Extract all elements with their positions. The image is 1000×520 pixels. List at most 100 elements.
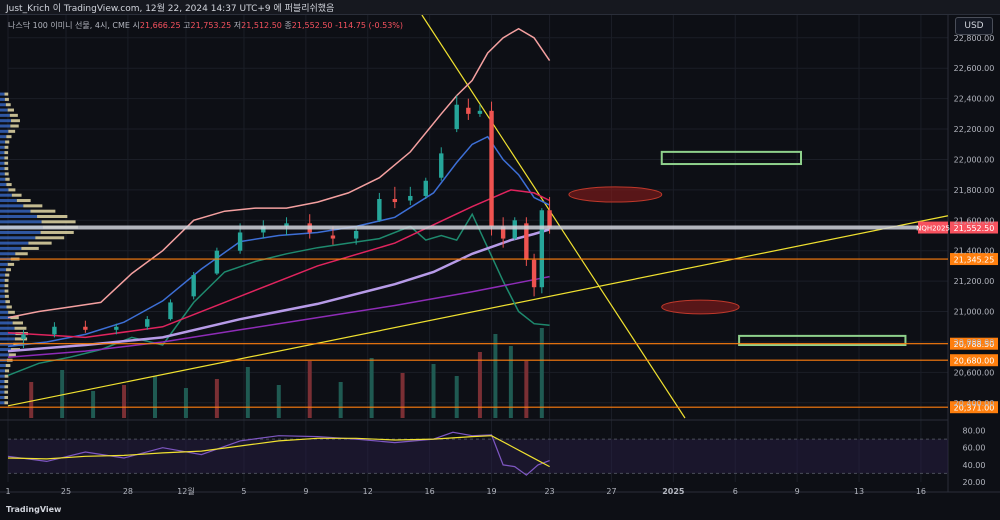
publish-text: Just_Krich 이 TradingView.com, 12월 22, 20… (6, 4, 335, 14)
volume-profile-bar (0, 92, 5, 96)
volume-profile-bar (12, 321, 24, 325)
candle-body (284, 223, 289, 227)
volume-profile-bar (40, 230, 74, 234)
volume-profile-bar (4, 374, 9, 378)
y-tick-label: 21,200.00 (954, 277, 995, 286)
volume-profile-bar (0, 129, 9, 133)
volume-profile-bar (0, 385, 5, 389)
candle-body (83, 326, 88, 330)
volume-profile-bar (0, 177, 6, 181)
drawings[interactable] (7, 14, 949, 419)
volume-bar (477, 352, 482, 418)
volume-profile-bar (4, 151, 9, 155)
x-tick-label: 2025 (662, 487, 685, 496)
candle-body (191, 275, 196, 297)
volume-profile-bar (4, 172, 9, 176)
volume-profile-bar (0, 215, 38, 218)
volume-bar (431, 364, 436, 418)
volume-profile-bar (21, 246, 39, 250)
volume-profile-bar (41, 220, 76, 224)
volume-profile-bar (0, 262, 8, 266)
volume-profile-bar (0, 364, 6, 368)
volume-profile-bar (7, 108, 14, 112)
volume-profile-bar (28, 241, 52, 245)
volume-profile-bar (0, 326, 15, 330)
currency-button[interactable]: USD (955, 17, 993, 35)
high-value: 21,753.25 (190, 21, 232, 30)
volume-profile-bar (4, 92, 9, 96)
volume-profile-bar (0, 395, 5, 399)
y-tick-label: 21,000.00 (954, 308, 995, 317)
volume-profile-bar (0, 348, 12, 352)
oscillator-oscillator (7, 431, 550, 476)
volume-profile-bar (0, 113, 10, 117)
volume-bar (524, 361, 529, 418)
price-axis[interactable]: 20,400.00 20,600.00 20,800.00 21,000.00 21,2… (954, 34, 995, 408)
candle-body (531, 259, 537, 288)
volume-bar (245, 367, 250, 418)
x-tick-label: 9 (795, 487, 800, 496)
open-label: 시 (132, 21, 140, 30)
low-value: 21,512.50 (241, 21, 282, 30)
x-tick-label: 12 (363, 487, 373, 496)
candle-body (353, 230, 359, 239)
x-tick-label: 13 (854, 487, 864, 496)
price-level-tag (950, 401, 998, 414)
volume-profile-bar (0, 151, 5, 155)
last-price-tag (950, 221, 998, 234)
price-level-tag (950, 354, 998, 367)
close-value: 21,552.50 (291, 21, 333, 30)
volume-bar (91, 391, 96, 418)
volume-profile-bar (16, 199, 31, 203)
volume-profile-bar (8, 129, 16, 133)
volume-profile-bar (0, 353, 9, 357)
x-tick-label: 25 (61, 487, 71, 496)
volume-bar (338, 382, 343, 418)
volume-bar (276, 385, 281, 418)
volume-profile-bar (5, 177, 10, 181)
price-level-label: 21,345.25 (954, 256, 995, 265)
volume-profile-bar (0, 145, 5, 149)
oscillator-signal (7, 435, 550, 468)
volume-profile-bar (0, 252, 16, 256)
volume-profile-bar (0, 300, 6, 304)
volume-profile-bar (0, 278, 5, 282)
x-tick-label: 6 (733, 487, 738, 496)
x-tick-label: 1 (5, 487, 10, 496)
candle-body (114, 326, 119, 330)
volume-profile-bar (0, 380, 5, 384)
volume-profile-bar (14, 337, 28, 341)
volume-profile-bar (0, 241, 29, 245)
y-tick-label: 20,800.00 (954, 338, 995, 347)
volume-profile-bar (4, 145, 9, 149)
volume-profile-bar (4, 289, 9, 293)
volume-profile-bar (0, 204, 24, 208)
volume-profile-bar (0, 284, 5, 288)
x-tick-label: 12월 (177, 486, 195, 496)
candle-body (377, 199, 382, 221)
series-ma_purple (7, 275, 550, 358)
volume-profile-bar (0, 230, 41, 234)
volume-profile-bar (5, 103, 11, 107)
volume-profile-bar (0, 332, 16, 336)
x-tick-label: 23 (544, 487, 554, 496)
volume-profile-bar (0, 369, 5, 373)
oscillator-tick-label: 20.00 (963, 478, 986, 487)
volume-profile-bar (5, 300, 10, 304)
volume-profile-bar (4, 401, 9, 405)
target-ellipse (661, 299, 740, 315)
volume-profile-bar (0, 236, 36, 240)
volume-profile-bar (0, 172, 5, 176)
volume-profile-bar (0, 337, 15, 341)
x-tick-label: 9 (303, 487, 308, 496)
volume-profile-bar (4, 385, 9, 389)
volume-profile-bar (4, 161, 9, 165)
time-axis[interactable]: 1 25 28 12월 5 9 12 16 19 23 27 2025 6 9 13 16 (5, 486, 926, 496)
volume-profile-bar (0, 124, 11, 128)
volume-profile-bar (8, 188, 16, 192)
volume-profile-bar (10, 124, 19, 128)
volume-profile-bar (0, 167, 5, 171)
series-ma_lavender (7, 228, 550, 353)
volume-profile-bar (30, 209, 56, 213)
